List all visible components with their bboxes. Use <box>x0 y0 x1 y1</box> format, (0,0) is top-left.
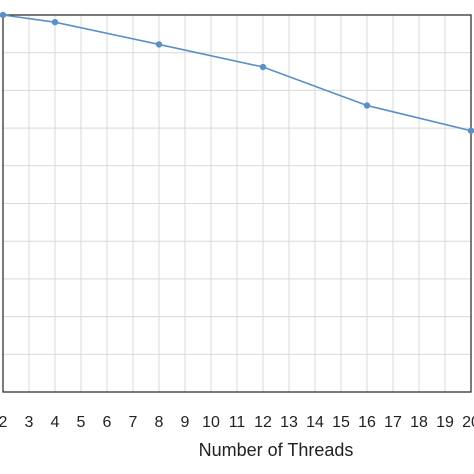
x-tick-label: 16 <box>358 414 376 431</box>
x-tick-label: 5 <box>77 414 86 431</box>
x-tick-label: 7 <box>129 414 138 431</box>
data-point <box>467 127 474 134</box>
x-tick-label: 13 <box>280 414 298 431</box>
grid <box>2 14 472 393</box>
x-tick-label: 18 <box>410 414 428 431</box>
data-point <box>0 11 7 19</box>
data-point <box>155 41 163 48</box>
x-tick-label: 10 <box>202 414 220 431</box>
x-tick-label: 20 <box>462 414 474 431</box>
x-tick-label: 19 <box>436 414 454 431</box>
plot-frame <box>2 14 472 393</box>
x-tick-label: 2 <box>0 414 8 431</box>
x-axis-title: Number of Threads <box>199 440 354 460</box>
x-tick-label: 11 <box>229 414 246 431</box>
data-point <box>51 18 59 26</box>
x-tick-label: 3 <box>25 414 34 431</box>
x-tick-label: 9 <box>181 414 190 431</box>
x-tick-label: 12 <box>254 414 272 431</box>
x-tick-label: 15 <box>332 414 350 431</box>
series-line <box>2 14 472 132</box>
data-point <box>259 63 267 71</box>
x-tick-label: 17 <box>384 414 402 431</box>
x-tick-label: 14 <box>306 414 324 431</box>
x-tick-label: 8 <box>155 414 164 431</box>
data-point <box>363 102 371 109</box>
x-tick-label: 4 <box>51 414 60 431</box>
series-layer <box>0 11 474 134</box>
x-tick-label: 6 <box>103 414 112 431</box>
